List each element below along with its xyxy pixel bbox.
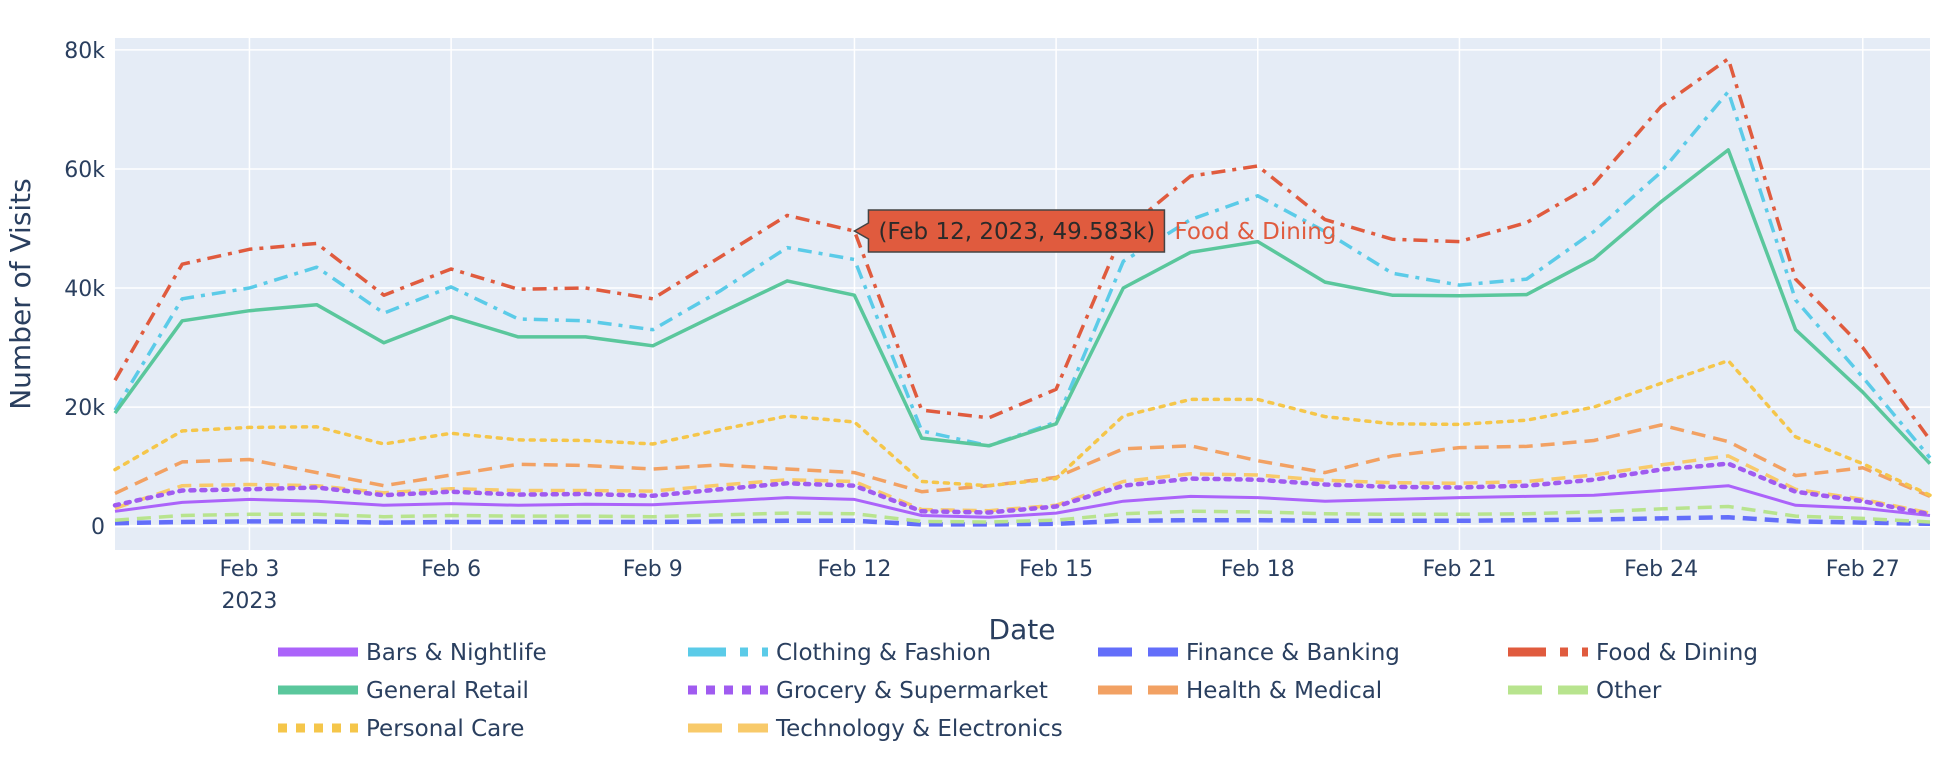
legend-label: Personal Care xyxy=(366,716,524,742)
x-tick-label: Feb 18 xyxy=(1221,557,1295,582)
legend-label: Finance & Banking xyxy=(1186,640,1400,666)
x-tick-label: Feb 15 xyxy=(1019,557,1093,582)
y-axis-title: Number of Visits xyxy=(4,178,37,410)
series-line-personal-care[interactable] xyxy=(113,358,1932,497)
y-tick-label: 0 xyxy=(91,515,105,540)
x-tick-label: Feb 21 xyxy=(1422,557,1496,582)
x-axis-title: Date xyxy=(989,613,1056,646)
series-line-other[interactable] xyxy=(114,504,1931,524)
legend[interactable]: Bars & Nightlife Clothing & Fashion Financ… xyxy=(278,640,1758,742)
hover-series-name: Food & Dining xyxy=(1174,219,1336,245)
y-tick-label: 80k xyxy=(64,39,105,64)
series-lines[interactable] xyxy=(112,57,1933,527)
legend-item-personal-care[interactable]: Personal Care xyxy=(278,716,524,742)
legend-item-technology-electronics[interactable]: Technology & Electronics xyxy=(688,716,1063,742)
hover-tooltip: (Feb 12, 2023, 49.583k) Food & Dining xyxy=(852,209,1336,253)
x-tick-label: Feb 27 xyxy=(1826,557,1900,582)
series-line-health-medical[interactable] xyxy=(114,423,1931,499)
legend-label: Bars & Nightlife xyxy=(366,640,547,666)
y-tick-label: 40k xyxy=(64,277,105,302)
x-tick-label: Feb 9 xyxy=(623,557,683,582)
grid xyxy=(115,38,1930,550)
legend-item-grocery-supermarket[interactable]: Grocery & Supermarket xyxy=(688,678,1048,704)
y-tick-label: 60k xyxy=(64,158,105,183)
legend-label: Other xyxy=(1596,678,1662,704)
series-line-bars-nightlife[interactable] xyxy=(114,484,1931,519)
legend-item-general-retail[interactable]: General Retail xyxy=(278,678,529,704)
x-axis-year-label: 2023 xyxy=(221,589,277,614)
x-tick-label: Feb 6 xyxy=(421,557,481,582)
legend-label: Food & Dining xyxy=(1596,640,1758,666)
series-line-finance-banking[interactable] xyxy=(114,515,1931,527)
series-line-technology-electronics[interactable] xyxy=(114,454,1931,515)
legend-label: Clothing & Fashion xyxy=(776,640,991,666)
legend-item-other[interactable]: Other xyxy=(1508,678,1662,704)
hover-value: (Feb 12, 2023, 49.583k) xyxy=(878,219,1155,245)
x-axis-ticks: Feb 3 Feb 6 Feb 9 Feb 12 Feb 15 Feb 18 Feb 21 F… xyxy=(219,557,1899,582)
x-tick-label: Feb 3 xyxy=(219,557,279,582)
series-line-general-retail[interactable] xyxy=(113,148,1932,465)
legend-item-finance-banking[interactable]: Finance & Banking xyxy=(1098,640,1400,666)
x-tick-label: Feb 24 xyxy=(1624,557,1698,582)
legend-item-clothing-fashion[interactable]: Clothing & Fashion xyxy=(688,640,991,666)
legend-item-bars-nightlife[interactable]: Bars & Nightlife xyxy=(278,640,547,666)
legend-label: Technology & Electronics xyxy=(775,716,1063,742)
legend-label: General Retail xyxy=(366,678,529,704)
legend-label: Health & Medical xyxy=(1186,678,1382,704)
series-line-grocery-supermarket[interactable] xyxy=(112,461,1933,517)
x-tick-label: Feb 12 xyxy=(817,557,891,582)
hover-box xyxy=(852,209,1166,253)
y-tick-label: 20k xyxy=(64,396,105,421)
series-line-clothing-fashion[interactable] xyxy=(113,89,1932,459)
legend-item-health-medical[interactable]: Health & Medical xyxy=(1098,678,1382,704)
plot-background xyxy=(115,38,1930,550)
legend-label: Grocery & Supermarket xyxy=(776,678,1048,704)
y-axis-ticks: 0 20k 40k 60k 80k xyxy=(64,39,105,540)
series-line-food-dining[interactable] xyxy=(113,57,1932,441)
legend-item-food-dining[interactable]: Food & Dining xyxy=(1508,640,1758,666)
